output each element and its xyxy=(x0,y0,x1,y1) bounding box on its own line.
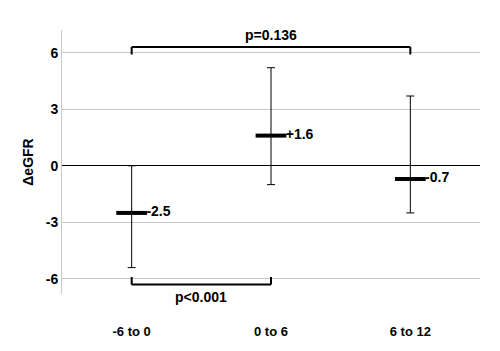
svg-text:6: 6 xyxy=(50,45,58,61)
svg-text:p=0.136: p=0.136 xyxy=(245,27,297,43)
svg-text:+1.6: +1.6 xyxy=(286,126,314,142)
svg-text:0 to 6: 0 to 6 xyxy=(254,324,288,339)
svg-text:-6 to 0: -6 to 0 xyxy=(113,324,151,339)
svg-text:3: 3 xyxy=(50,101,58,117)
svg-text:ΔeGFR: ΔeGFR xyxy=(20,138,36,185)
svg-text:p<0.001: p<0.001 xyxy=(175,289,227,305)
svg-text:0: 0 xyxy=(50,158,58,174)
svg-text:-0.7: -0.7 xyxy=(425,169,449,185)
svg-text:-3: -3 xyxy=(46,214,59,230)
svg-text:6 to 12: 6 to 12 xyxy=(390,324,431,339)
svg-text:-6: -6 xyxy=(46,271,59,287)
svg-text:-2.5: -2.5 xyxy=(146,203,170,219)
